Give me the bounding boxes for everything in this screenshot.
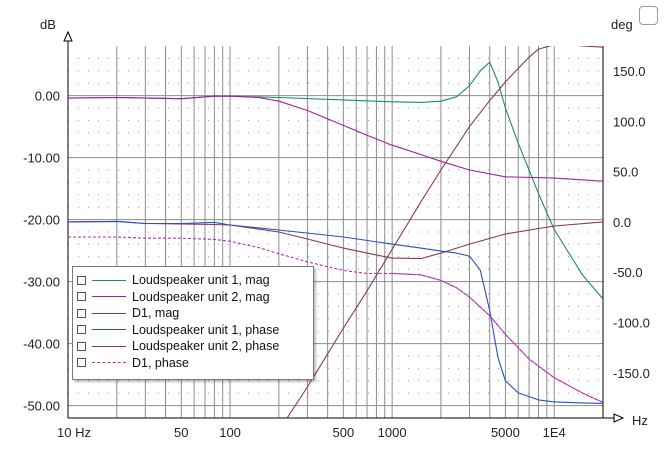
x-tick-label: 50 — [174, 425, 188, 440]
x-axis-arrow — [613, 413, 625, 423]
legend-checkbox[interactable] — [77, 358, 86, 367]
y-left-tick-label: -40.00 — [23, 337, 60, 352]
y-right-tick-label: -150.0 — [613, 366, 650, 381]
y-right-tick-label: 150.0 — [613, 64, 646, 79]
x-tick-label: 500 — [333, 425, 355, 440]
y-right-tick-label: -50.0 — [613, 265, 643, 280]
legend-item[interactable]: Loudspeaker unit 2, phase — [77, 338, 313, 354]
x-tick-label: 1000 — [378, 425, 407, 440]
legend-item[interactable]: D1, phase — [77, 355, 313, 371]
legend-label: Loudspeaker unit 2, mag — [132, 289, 270, 304]
legend-item[interactable]: D1, mag — [77, 305, 313, 321]
legend-label: Loudspeaker unit 1, mag — [132, 273, 270, 287]
legend-label: Loudspeaker unit 1, phase — [132, 322, 280, 337]
labels-layer: 10 Hz 50 100 500 1000 5000 1E4 0.00 -10.00 -20.00… — [23, 17, 650, 440]
legend-item[interactable]: Loudspeaker unit 1, phase — [77, 322, 313, 338]
legend-swatch — [92, 312, 126, 314]
y-left-tick-label: -30.00 — [23, 275, 60, 290]
y-left-tick-label: -20.00 — [23, 213, 60, 228]
legend-item[interactable]: Loudspeaker unit 1, mag — [77, 272, 313, 288]
x-tick-label: 10 Hz — [57, 425, 91, 440]
legend-swatch — [92, 362, 126, 363]
legend-swatch — [92, 329, 126, 330]
series-line-2 — [286, 46, 603, 418]
y-left-axis-label: dB — [40, 17, 56, 32]
y-right-axis-label: deg — [611, 17, 633, 32]
y-right-tick-label: 100.0 — [613, 114, 646, 129]
y-left-tick-label: -50.00 — [23, 399, 60, 414]
window-control-button[interactable] — [639, 6, 658, 25]
legend-checkbox[interactable] — [77, 341, 86, 351]
legend-label: D1, mag — [132, 306, 180, 320]
legend-label: Loudspeaker unit 2, phase — [132, 339, 280, 353]
legend-swatch — [92, 296, 126, 297]
x-tick-label: 1E4 — [543, 425, 566, 440]
y-left-tick-label: -10.00 — [23, 151, 60, 166]
legend-checkbox[interactable] — [77, 275, 86, 285]
x-tick-label: 5000 — [491, 425, 520, 440]
legend-item[interactable]: Loudspeaker unit 2, mag — [77, 289, 313, 305]
legend-checkbox[interactable] — [77, 325, 86, 334]
legend-label: D1, phase — [132, 355, 189, 370]
series-line-6 — [392, 272, 603, 403]
legend-checkbox[interactable] — [77, 292, 86, 301]
series-layer — [68, 46, 603, 418]
y-left-tick-label: 0.00 — [35, 89, 60, 104]
series-line-4 — [68, 220, 603, 404]
y-right-tick-label: -100.0 — [613, 315, 650, 330]
series-line-1 — [68, 95, 603, 182]
y-right-tick-label: 50.0 — [613, 165, 638, 180]
axes-layer — [63, 30, 625, 423]
y-axis-left-arrow — [63, 30, 73, 42]
legend-swatch — [92, 345, 126, 347]
x-tick-label: 100 — [219, 425, 241, 440]
x-axis-label: Hz — [632, 413, 648, 428]
legend-swatch — [92, 279, 126, 281]
legend-checkbox[interactable] — [77, 308, 86, 318]
y-right-tick-label: 0.0 — [613, 215, 631, 230]
series-line-5 — [68, 236, 603, 403]
chart-legend[interactable]: Loudspeaker unit 1, mag Loudspeaker unit … — [72, 266, 314, 380]
